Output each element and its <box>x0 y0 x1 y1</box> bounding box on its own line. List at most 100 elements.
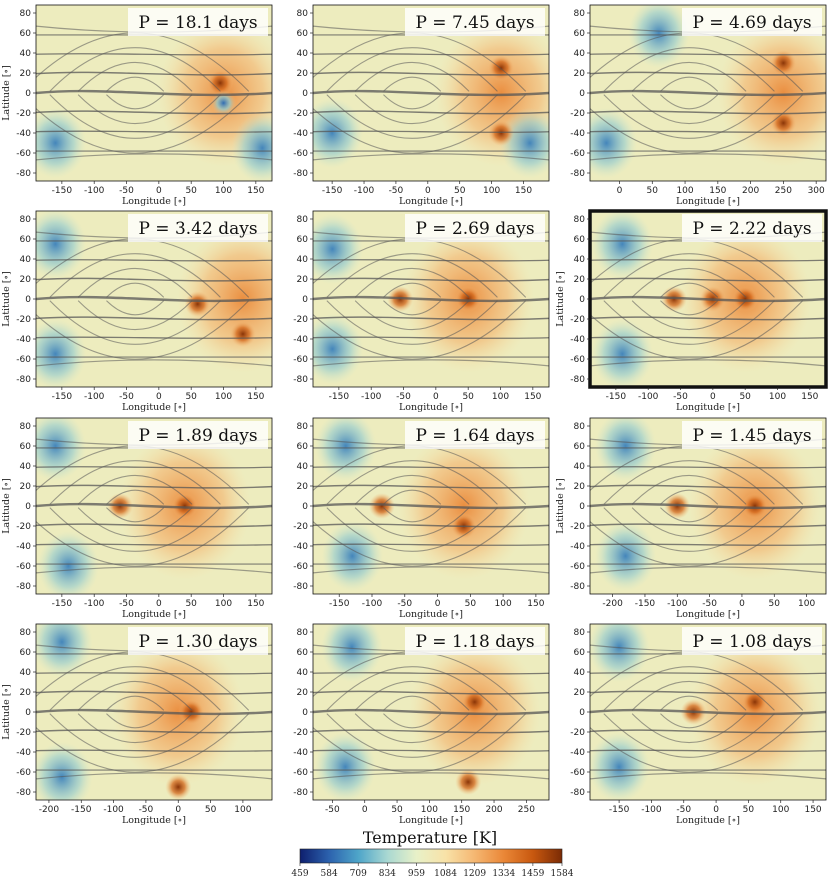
y-axis-label: Latitude [∘] <box>1 684 12 740</box>
y-axis-label: Latitude [∘] <box>1 478 12 534</box>
streamlines <box>36 25 272 161</box>
streamline <box>590 336 826 339</box>
streamline <box>77 681 193 711</box>
y-axis-label: Latitude [∘] <box>555 271 566 327</box>
streamline <box>660 695 718 711</box>
y-tick-label: -60 <box>570 562 585 572</box>
streamline <box>590 566 826 574</box>
y-tick-label: -20 <box>293 109 308 119</box>
y-tick-label: -60 <box>570 768 585 778</box>
x-tick-label: 50 <box>185 392 197 402</box>
x-tick-label: -150 <box>329 392 350 402</box>
streamline <box>49 47 221 92</box>
y-tick-label: 80 <box>297 628 309 638</box>
streamline <box>631 713 747 743</box>
cold-region <box>36 418 87 482</box>
streamline <box>590 484 826 489</box>
cold-region <box>321 624 383 683</box>
streamline <box>383 300 441 316</box>
x-axis-label: Longitude [∘] <box>399 815 463 826</box>
streamline <box>36 772 272 780</box>
x-tick-label: -150 <box>322 186 343 196</box>
x-tick-label: 0 <box>156 186 162 196</box>
streamline <box>631 62 747 92</box>
streamline <box>631 681 747 711</box>
streamline <box>590 89 826 97</box>
y-tick-label: -20 <box>570 109 585 119</box>
y-axis-label: Latitude [∘] <box>1 271 12 327</box>
streamline <box>36 502 272 510</box>
y-tick-label: 60 <box>297 648 309 658</box>
temperature-field <box>590 5 826 181</box>
streamline <box>36 316 272 321</box>
colorbar-tick-label: 1584 <box>551 869 574 879</box>
streamline <box>326 507 498 552</box>
streamline <box>77 507 193 537</box>
y-tick-label: 60 <box>297 29 309 39</box>
streamline <box>631 507 747 537</box>
y-tick-label: 40 <box>297 49 309 59</box>
x-tick-label: -50 <box>119 599 134 609</box>
streamline <box>49 94 221 139</box>
streamline <box>106 695 164 711</box>
streamline <box>36 110 272 115</box>
y-tick-label: -40 <box>570 748 585 758</box>
streamline <box>590 466 826 469</box>
y-tick-label: 0 <box>579 89 585 99</box>
y-tick-label: 60 <box>20 648 32 658</box>
y-tick-label: -80 <box>293 582 308 592</box>
streamline <box>354 713 470 743</box>
colorbar-tick-label: 834 <box>379 869 396 879</box>
x-tick-label: 150 <box>453 805 470 815</box>
streamline <box>326 94 498 139</box>
y-tick-label: 60 <box>297 235 309 245</box>
streamline <box>36 713 249 773</box>
x-tick-label: 0 <box>156 599 162 609</box>
streamline <box>313 543 549 546</box>
x-tick-label: -150 <box>52 186 73 196</box>
streamline <box>603 47 775 92</box>
colorbar-tick-label: 1209 <box>463 869 486 879</box>
streamline <box>313 507 526 567</box>
streamline <box>660 282 718 298</box>
streamline <box>49 460 221 505</box>
y-tick-label: 80 <box>297 422 309 432</box>
x-tick-label: 300 <box>808 186 825 196</box>
streamline <box>590 749 826 752</box>
x-tick-label: 100 <box>798 599 815 609</box>
y-tick-label: 80 <box>297 9 309 19</box>
hot-spot <box>741 689 768 715</box>
panel-grid: P = 18.1 days -150 -100 -50 0 50 100 150 -80 -60 -… <box>1 4 828 826</box>
y-tick-label: -40 <box>293 335 308 345</box>
cold-region <box>321 520 384 592</box>
cold-region <box>36 741 93 800</box>
cold-region <box>590 731 650 800</box>
streamline <box>313 277 549 282</box>
x-tick-label: -100 <box>84 599 105 609</box>
y-tick-label: 60 <box>574 29 586 39</box>
streamline <box>660 94 718 110</box>
streamline <box>590 110 826 115</box>
streamline <box>354 94 470 124</box>
streamline <box>590 772 826 780</box>
y-tick-label: 40 <box>574 255 586 265</box>
streamline <box>36 543 272 546</box>
streamline <box>36 729 272 734</box>
y-tick-label: 60 <box>297 442 309 452</box>
x-tick-label: 50 <box>465 599 477 609</box>
x-tick-label: 0 <box>433 392 439 402</box>
x-tick-label: -100 <box>354 186 375 196</box>
streamline <box>313 94 526 154</box>
streamline <box>313 672 549 675</box>
streamline <box>631 94 747 124</box>
panel-title: P = 1.30 days <box>138 632 257 652</box>
streamline <box>36 259 272 262</box>
y-tick-label: 0 <box>302 502 308 512</box>
x-tick-label: 100 <box>421 805 438 815</box>
dayside-region <box>717 19 826 167</box>
streamline <box>77 713 193 743</box>
streamline <box>660 713 718 729</box>
x-tick-label: 150 <box>801 392 818 402</box>
y-tick-label: 0 <box>25 89 31 99</box>
x-tick-label: 150 <box>527 599 544 609</box>
